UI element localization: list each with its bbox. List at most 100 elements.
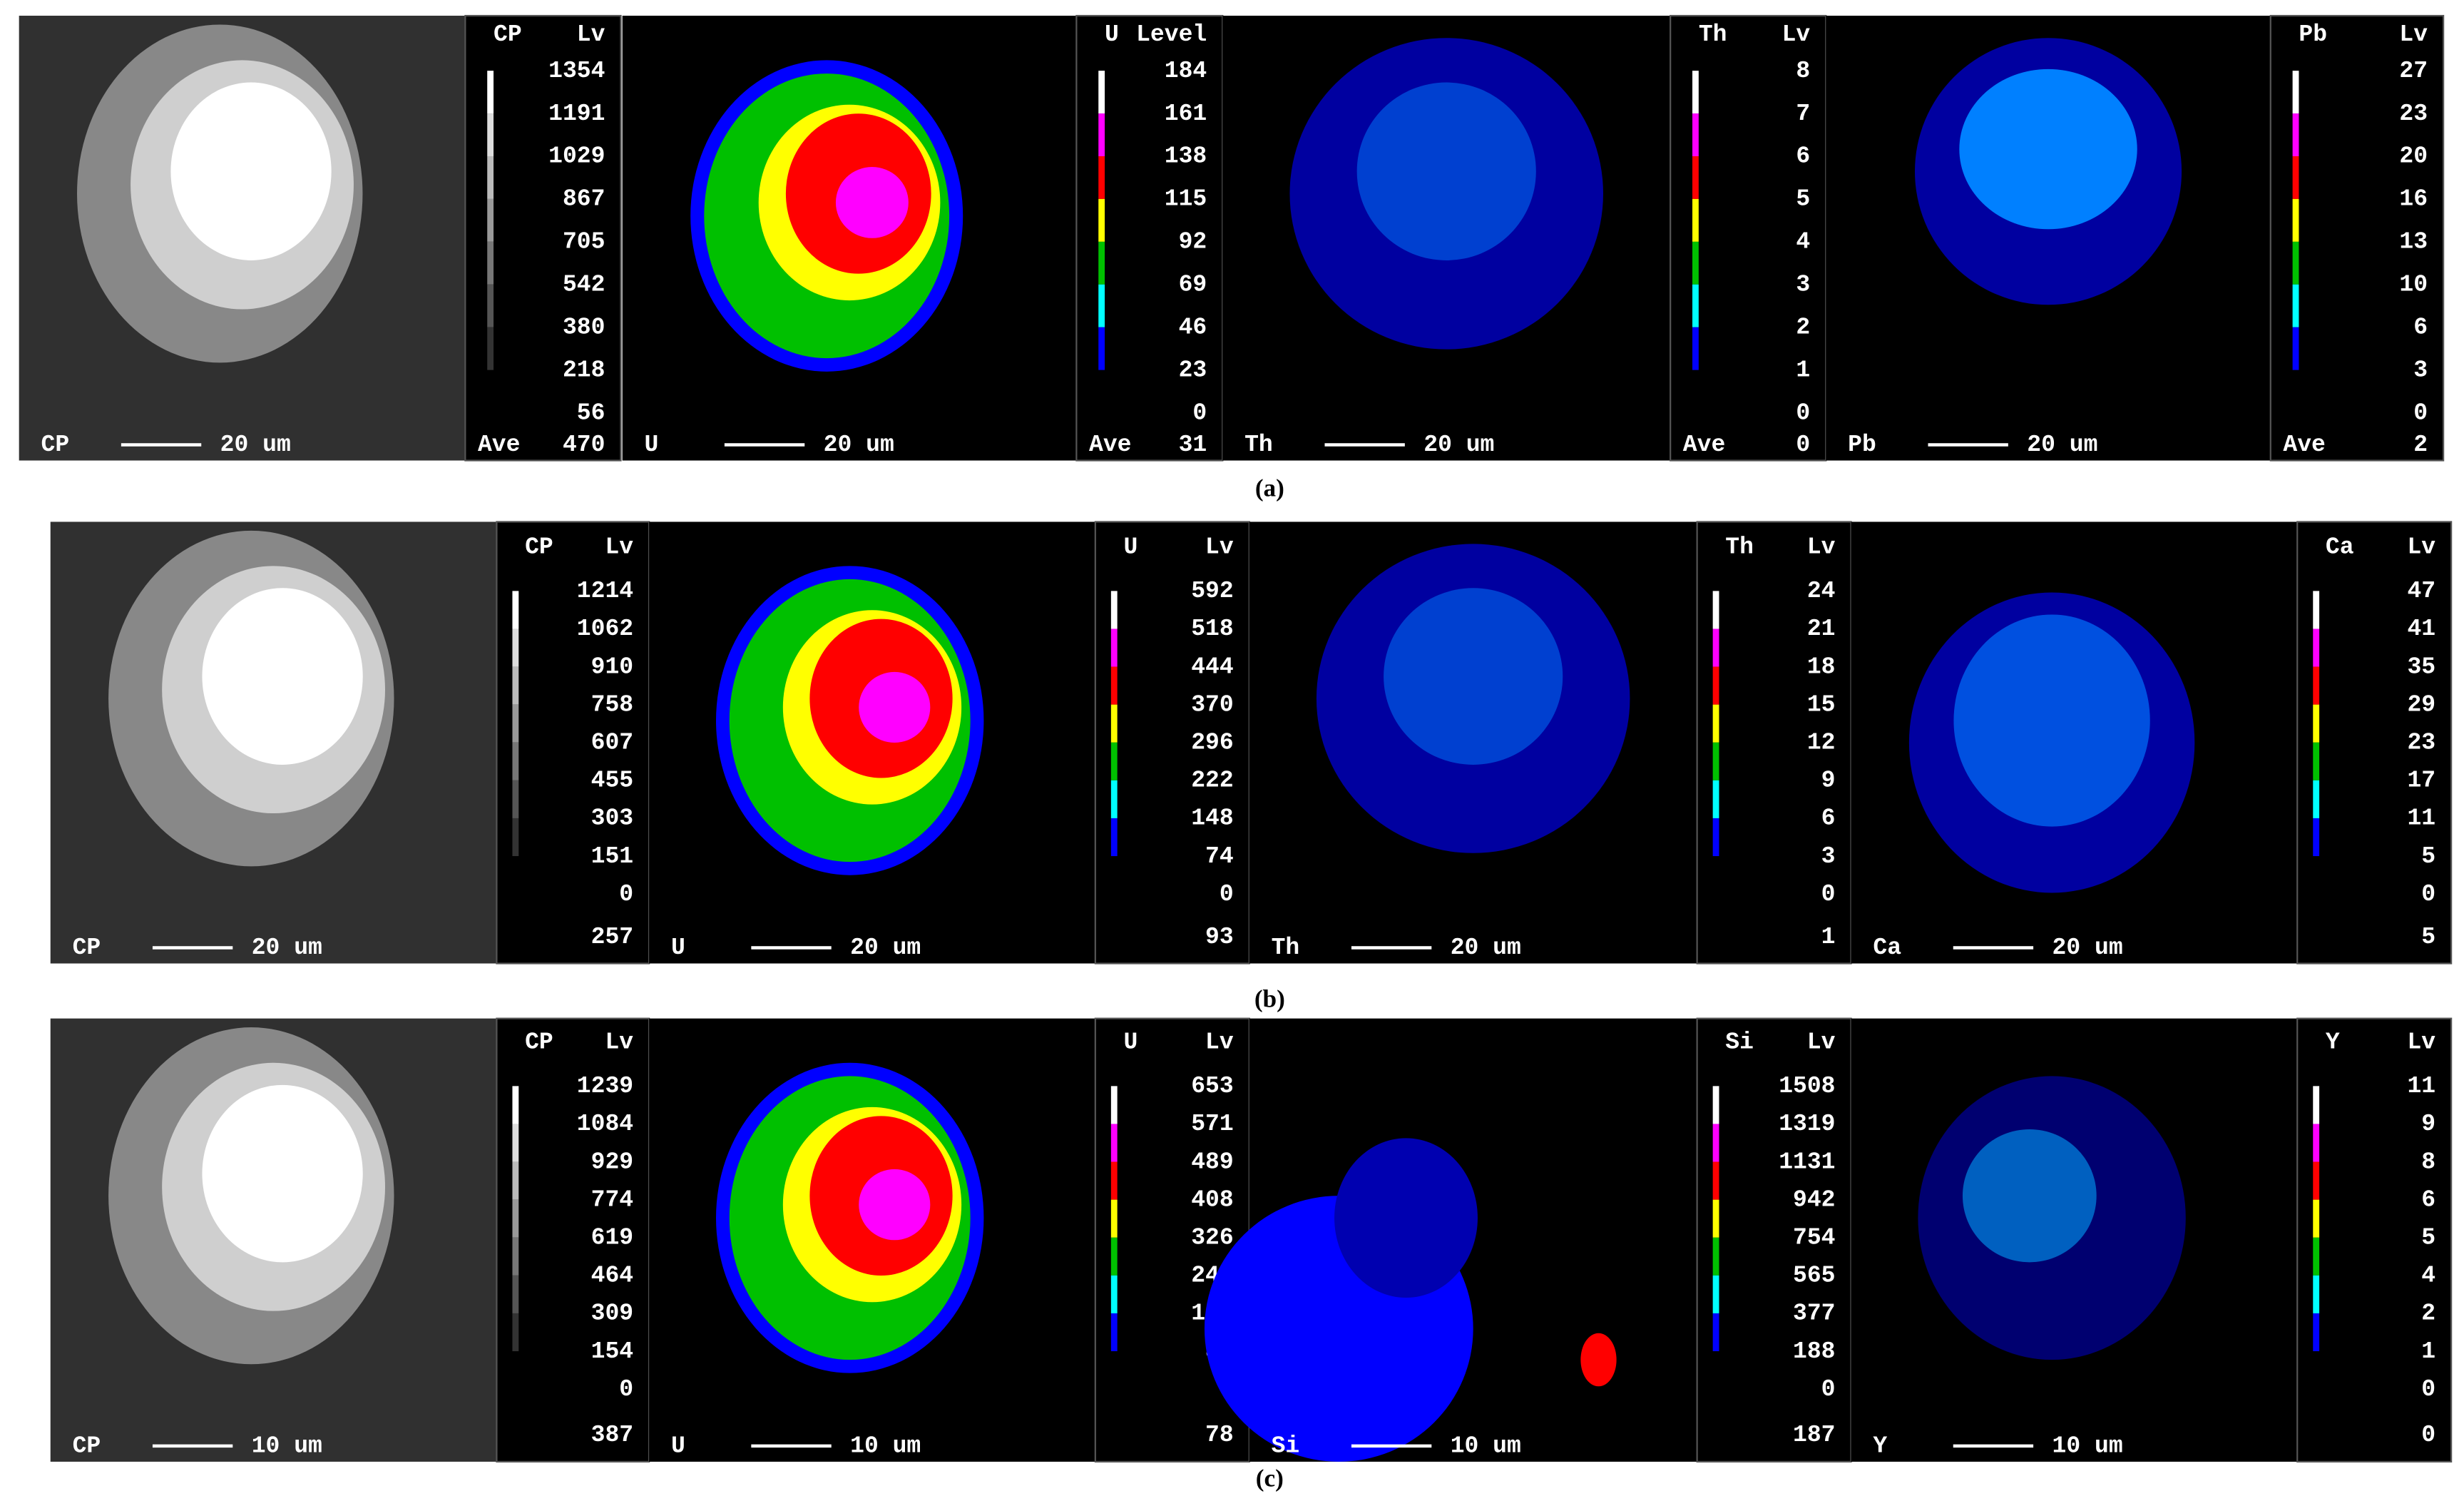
colorbar-header: Lv — [1807, 1028, 1836, 1055]
level-label: 0 — [1192, 399, 1207, 426]
colorbar-segment — [1098, 284, 1105, 327]
colorbar-header: Lv — [605, 533, 633, 560]
level-label: 4 — [2421, 1262, 2435, 1289]
colorbar-panel — [2296, 521, 2453, 965]
level-label: 489 — [1191, 1148, 1233, 1175]
level-label: 6 — [1796, 143, 1810, 170]
scale-label: 20 um — [850, 934, 921, 961]
level-label: 23 — [2407, 728, 2435, 755]
ave-value: 5 — [2421, 923, 2435, 950]
level-label: 9 — [2421, 1110, 2435, 1137]
level-label: 11 — [2407, 1072, 2435, 1099]
colorbar-header: Lv — [577, 21, 605, 48]
colorbar-segment — [1692, 156, 1699, 199]
colorbar-segment — [2292, 198, 2299, 242]
colorbar-header: Lv — [1782, 21, 1811, 48]
level-label: 1214 — [577, 577, 633, 604]
colorbar-header: Lv — [605, 1028, 633, 1055]
colorbar-segment — [1712, 704, 1719, 743]
colorbar-segment — [512, 1199, 519, 1238]
colorbar-segment — [1110, 780, 1118, 818]
level-label: 0 — [1796, 399, 1810, 426]
colorbar-segment — [512, 704, 519, 743]
colorbar-segment — [2292, 241, 2299, 285]
scale-label: 20 um — [220, 431, 291, 458]
ave-label: Ave — [478, 431, 520, 458]
level-label: 565 — [1793, 1262, 1835, 1289]
level-label: 326 — [1191, 1223, 1233, 1251]
colorbar-panel — [2269, 14, 2445, 462]
element-label: CP — [73, 1433, 101, 1460]
level-label: 69 — [1179, 271, 1207, 298]
colorbar-segment — [487, 284, 494, 327]
level-label: 3 — [1821, 843, 1836, 870]
element-label: CP — [73, 934, 101, 961]
colorbar-segment — [512, 1237, 519, 1276]
colorbar-segment — [512, 742, 519, 780]
colorbar-segment — [1692, 71, 1699, 114]
colorbar-segment — [512, 1275, 519, 1313]
colorbar-segment — [1712, 1199, 1719, 1238]
level-label: 0 — [2421, 1375, 2435, 1403]
colorbar-segment — [512, 629, 519, 667]
level-label: 0 — [1220, 880, 1234, 907]
colorbar-segment — [2292, 71, 2299, 114]
level-label: 47 — [2407, 577, 2435, 604]
colorbar-panel — [2296, 1017, 2453, 1463]
element-label: U — [671, 934, 685, 961]
level-label: 607 — [591, 728, 633, 755]
ave-value: 187 — [1793, 1421, 1835, 1448]
level-label: 7 — [1796, 100, 1810, 127]
colorbar-segment — [2292, 113, 2299, 156]
level-label: 1084 — [577, 1110, 633, 1137]
colorbar-header: Y — [2326, 1028, 2340, 1055]
level-label: 910 — [591, 653, 633, 680]
colorbar-header: Th — [1699, 21, 1727, 48]
colorbar-header: Lv — [2407, 1028, 2435, 1055]
colorbar-header: Lv — [1205, 533, 1234, 560]
level-label: 188 — [1793, 1338, 1835, 1365]
level-label: 1 — [2421, 1338, 2435, 1365]
level-label: 444 — [1191, 653, 1233, 680]
level-label: 115 — [1165, 185, 1207, 213]
level-label: 46 — [1179, 313, 1207, 340]
level-label: 542 — [563, 271, 605, 298]
level-label: 592 — [1191, 577, 1233, 604]
colorbar-segment — [2313, 1313, 2320, 1352]
map-blob — [1356, 82, 1536, 260]
colorbar-segment — [1110, 1161, 1118, 1200]
level-label: 16 — [2399, 185, 2428, 213]
colorbar-segment — [1098, 327, 1105, 370]
level-label: 619 — [591, 1223, 633, 1251]
colorbar-segment — [1712, 629, 1719, 667]
level-label: 929 — [591, 1148, 633, 1175]
ave-value: 0 — [2421, 1421, 2435, 1448]
ave-value: 387 — [591, 1421, 633, 1448]
scale-label: 20 um — [1451, 934, 1521, 961]
map-blob — [1962, 1129, 2097, 1263]
scale-label: 10 um — [850, 1433, 921, 1460]
colorbar-segment — [487, 198, 494, 242]
colorbar-segment — [1098, 71, 1105, 114]
colorbar-segment — [2292, 327, 2299, 370]
colorbar-segment — [1712, 1086, 1719, 1124]
map-blob — [1384, 588, 1563, 765]
colorbar-panel — [1094, 521, 1250, 965]
map-blob — [202, 588, 363, 765]
colorbar-segment — [2313, 1275, 2320, 1313]
level-label: 23 — [1179, 356, 1207, 383]
colorbar-header: U — [1105, 21, 1119, 48]
colorbar-segment — [1712, 1237, 1719, 1276]
level-label: 23 — [2399, 100, 2428, 127]
level-label: 92 — [1179, 228, 1207, 255]
colorbar-segment — [1712, 742, 1719, 780]
colorbar-header: Lv — [2399, 21, 2428, 48]
colorbar-segment — [1110, 1313, 1118, 1352]
colorbar-segment — [1712, 780, 1719, 818]
element-label: U — [671, 1433, 685, 1460]
level-label: 1354 — [548, 57, 605, 84]
colorbar-segment — [1098, 156, 1105, 199]
colorbar-segment — [1110, 742, 1118, 780]
colorbar-header: CP — [525, 533, 553, 560]
map-blob — [859, 1169, 931, 1241]
